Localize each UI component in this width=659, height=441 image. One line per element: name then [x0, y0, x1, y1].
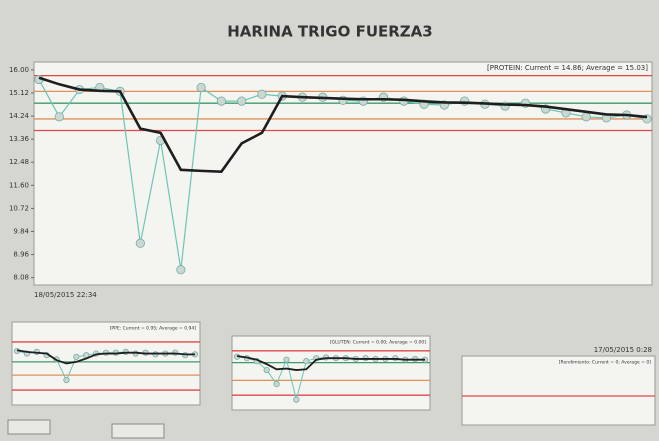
button[interactable] [112, 424, 164, 438]
data-point [197, 83, 205, 91]
data-point [264, 367, 269, 372]
page: HARINA TRIGO FUERZA3 16.00 15.12 14.24 13.3… [0, 0, 659, 441]
y-tick-label: 14.24 [9, 112, 30, 120]
data-point [136, 239, 144, 247]
data-point [55, 113, 63, 121]
data-point [64, 377, 69, 382]
button[interactable] [8, 420, 50, 434]
y-tick-label: 13.36 [9, 135, 30, 143]
plot-area [12, 322, 200, 405]
legend-text: [PPE: Current = 0.95; Average = 0.94] [110, 326, 197, 332]
y-tick-label: 10.72 [9, 204, 29, 212]
y-tick-label: 11.60 [9, 181, 29, 189]
data-point [217, 97, 225, 105]
data-point [274, 381, 279, 386]
plot-area [462, 356, 655, 425]
data-point [258, 90, 266, 98]
plot-area [34, 62, 652, 285]
chart-title: HARINA TRIGO FUERZA3 [227, 23, 432, 41]
y-tick-label: 15.12 [9, 89, 29, 97]
x-end-label: 17/05/2015 0:28 [594, 346, 652, 354]
data-point [304, 358, 309, 363]
legend-text: [PROTEIN: Current = 14.86; Average = 15.… [487, 64, 648, 72]
x-start-label: 18/05/2015 22:34 [34, 291, 97, 299]
data-point [74, 354, 79, 359]
y-tick-label: 8.96 [13, 251, 29, 259]
data-point [294, 397, 299, 402]
plot-area [232, 336, 430, 410]
screen: HARINA TRIGO FUERZA3 16.00 15.12 14.24 13.3… [0, 0, 659, 441]
y-tick-label: 9.84 [13, 227, 29, 235]
legend-text: [Rendimiento: Current = 0; Average = 0] [559, 360, 651, 366]
y-tick-label: 16.00 [9, 66, 29, 74]
y-tick-label: 8.08 [13, 274, 29, 282]
legend-text: [GLUTEN: Current = 0.00; Average = 0.00] [330, 340, 426, 346]
data-point [582, 113, 590, 121]
data-point [237, 97, 245, 105]
data-point [284, 357, 289, 362]
data-point [177, 266, 185, 274]
y-tick-label: 12.48 [9, 158, 29, 166]
